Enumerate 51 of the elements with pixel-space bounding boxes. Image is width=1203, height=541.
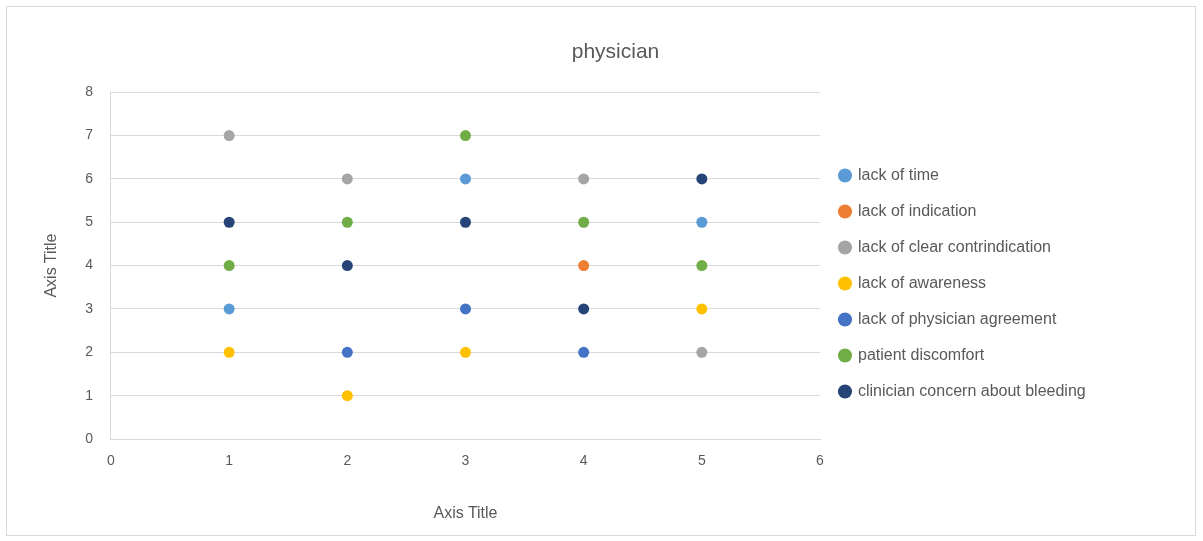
x-tick-label: 5 xyxy=(697,452,706,469)
legend-label: lack of time xyxy=(858,165,940,183)
point xyxy=(459,346,471,358)
point xyxy=(223,346,235,358)
point xyxy=(459,216,471,228)
legend-label: lack of physician agreement xyxy=(858,309,1057,327)
x-tick-label: 4 xyxy=(579,452,588,469)
point xyxy=(341,390,353,402)
chart-title: physician xyxy=(571,39,660,63)
x-tick-label: 1 xyxy=(225,452,234,469)
legend-label: patient discomfort xyxy=(858,345,985,363)
point xyxy=(696,216,708,228)
point xyxy=(341,346,353,358)
point xyxy=(578,216,590,228)
point xyxy=(578,346,590,358)
point xyxy=(696,303,708,315)
y-tick-label: 1 xyxy=(85,386,94,403)
point xyxy=(696,173,708,185)
point xyxy=(223,260,235,272)
point xyxy=(459,173,471,185)
point xyxy=(696,260,708,272)
x-tick-label: 2 xyxy=(343,452,352,469)
point xyxy=(696,346,708,358)
point xyxy=(341,260,353,272)
legend-label: lack of awareness xyxy=(858,273,987,291)
x-tick-label: 6 xyxy=(816,452,825,469)
y-tick-label: 2 xyxy=(85,343,94,360)
point xyxy=(223,216,235,228)
point xyxy=(341,173,353,185)
legend-label: lack of clear contrindication xyxy=(858,237,1051,255)
x-axis-title: Axis Title xyxy=(433,503,498,521)
point xyxy=(459,130,471,142)
point xyxy=(223,303,235,315)
point xyxy=(578,260,590,272)
y-tick-label: 7 xyxy=(85,126,94,143)
point xyxy=(223,130,235,142)
point xyxy=(341,216,353,228)
point xyxy=(578,303,590,315)
legend-label: lack of indication xyxy=(858,201,977,219)
x-tick-label: 3 xyxy=(461,452,470,469)
y-tick-label: 5 xyxy=(85,213,94,230)
y-axis-title: Axis Title xyxy=(42,233,60,298)
y-tick-label: 0 xyxy=(85,429,94,446)
point xyxy=(459,303,471,315)
y-tick-label: 4 xyxy=(85,256,94,273)
y-tick-label: 3 xyxy=(85,299,94,316)
x-tick-label: 0 xyxy=(107,452,116,469)
legend-label: clinician concern about bleeding xyxy=(858,381,1086,399)
y-tick-label: 8 xyxy=(85,83,94,100)
point xyxy=(578,173,590,185)
y-tick-label: 6 xyxy=(85,169,94,186)
